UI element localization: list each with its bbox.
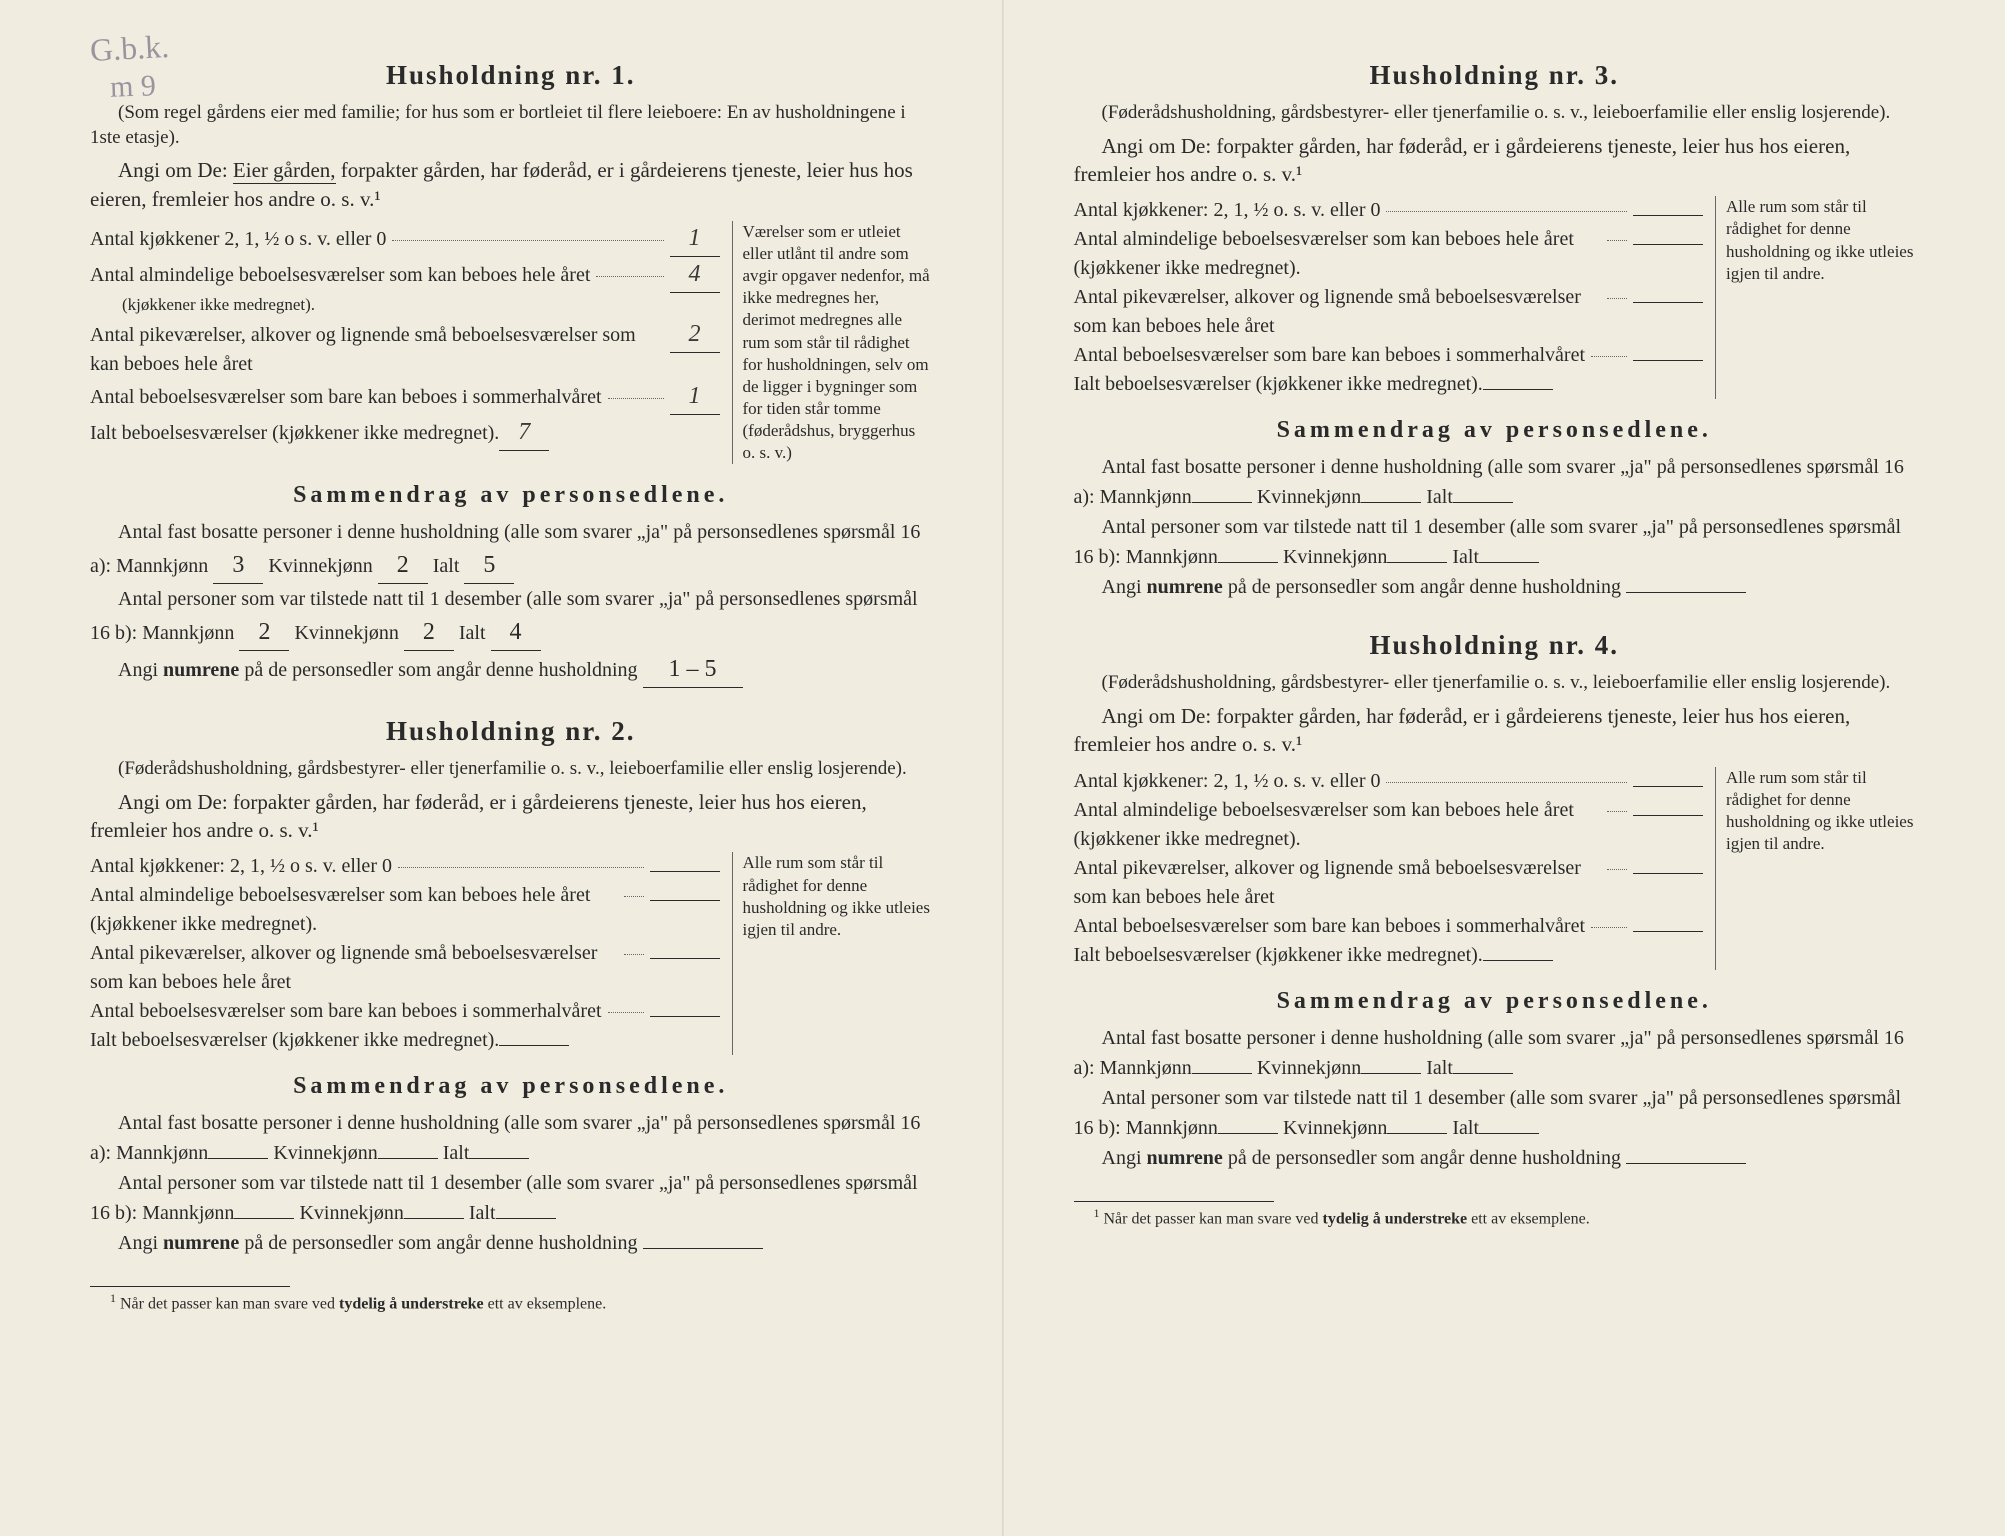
household-2-title: Husholdning nr. 2.	[90, 716, 932, 747]
ialt-row: Ialt beboelsesværelser (kjøkkener ikke m…	[90, 415, 720, 451]
household-1-rooms: Antal kjøkkener 2, 1, ½ o s. v. eller 0 …	[90, 221, 932, 464]
kjokkener-row: Antal kjøkkener 2, 1, ½ o s. v. eller 0 …	[90, 221, 720, 257]
pike-value: 2	[670, 317, 720, 353]
household-4-rooms: Antal kjøkkener: 2, 1, ½ o. s. v. eller …	[1074, 767, 1916, 970]
kjokkener-value: 1	[670, 221, 720, 257]
pike-row: Antal pikeværelser, alkover og lignende …	[90, 317, 720, 379]
almindelige-row: Antal almindelige beboelsesværelser som …	[90, 257, 720, 293]
household-3-desc: (Føderådshusholdning, gårdsbestyrer- ell…	[1074, 101, 1916, 126]
footnote-left: 1 Når det passer kan man svare ved tydel…	[90, 1291, 932, 1313]
tilstede-line-1: Antal personer som var tilstede natt til…	[90, 584, 932, 651]
household-2-sidenote: Alle rum som står til rådighet for denne…	[732, 852, 932, 1055]
household-3-angi: Angi om De: forpakter gården, har føderå…	[1074, 132, 1916, 189]
household-3-rooms: Antal kjøkkener: 2, 1, ½ o. s. v. eller …	[1074, 196, 1916, 399]
household-4-title: Husholdning nr. 4.	[1074, 630, 1916, 661]
household-1-title: Husholdning nr. 1.	[90, 60, 932, 91]
household-2-angi: Angi om De: forpakter gården, har føderå…	[90, 788, 932, 845]
handwritten-annotation-2: m 9	[109, 69, 156, 105]
household-2: Husholdning nr. 2. (Føderådshusholdning,…	[90, 716, 932, 1258]
sommer-value: 1	[670, 379, 720, 415]
sammen-title-1: Sammendrag av personsedlene.	[90, 482, 932, 509]
handwritten-annotation-1: G.b.k.	[89, 28, 170, 69]
household-4-desc: (Føderådshusholdning, gårdsbestyrer- ell…	[1074, 671, 1916, 696]
household-4-sidenote: Alle rum som står til rådighet for denne…	[1715, 767, 1915, 970]
household-2-desc: (Føderådshusholdning, gårdsbestyrer- ell…	[90, 757, 932, 782]
household-1-desc: (Som regel gårdens eier med familie; for…	[90, 101, 932, 150]
household-1: Husholdning nr. 1. (Som regel gårdens ei…	[90, 60, 932, 688]
ialt-value: 7	[499, 415, 549, 451]
almindelige-value: 4	[670, 257, 720, 293]
household-1-sidenote: Værelser som er utleiet eller utlånt til…	[732, 221, 932, 464]
household-2-rooms: Antal kjøkkener: 2, 1, ½ o s. v. eller 0…	[90, 852, 932, 1055]
numrene-line-1: Angi numrene på de personsedler som angå…	[90, 651, 932, 688]
household-3: Husholdning nr. 3. (Føderådshusholdning,…	[1074, 60, 1916, 602]
household-3-title: Husholdning nr. 3.	[1074, 60, 1916, 91]
footnote-rule-left	[90, 1286, 290, 1287]
household-3-sidenote: Alle rum som står til rådighet for denne…	[1715, 196, 1915, 399]
footnote-rule-right	[1074, 1201, 1274, 1202]
household-4: Husholdning nr. 4. (Føderådshusholdning,…	[1074, 630, 1916, 1172]
left-page: G.b.k. m 9 Husholdning nr. 1. (Som regel…	[0, 0, 1002, 1536]
household-1-angi: Angi om De: Eier gården, forpakter gårde…	[90, 156, 932, 213]
sommer-row: Antal beboelsesværelser som bare kan beb…	[90, 379, 720, 415]
footnote-right: 1 Når det passer kan man svare ved tydel…	[1074, 1206, 1916, 1228]
household-4-angi: Angi om De: forpakter gården, har føderå…	[1074, 702, 1916, 759]
fast-line-1: Antal fast bosatte personer i denne hush…	[90, 517, 932, 584]
right-page: Husholdning nr. 3. (Føderådshusholdning,…	[1004, 0, 2005, 1536]
